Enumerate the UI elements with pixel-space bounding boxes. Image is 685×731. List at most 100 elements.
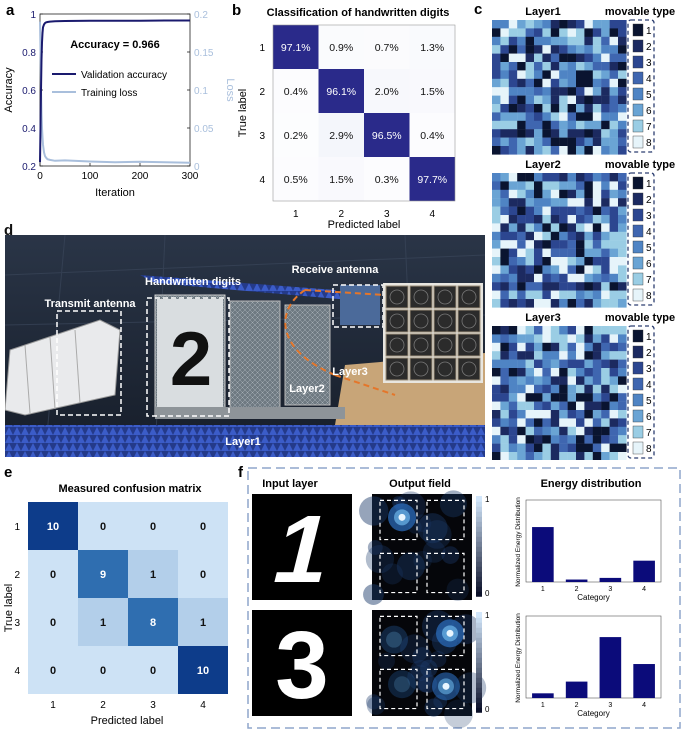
type-cell bbox=[592, 452, 602, 460]
type-cell bbox=[584, 129, 593, 138]
type-cell bbox=[601, 359, 610, 369]
type-cell bbox=[525, 359, 535, 369]
type-cell bbox=[584, 53, 593, 63]
type-cell bbox=[609, 129, 619, 138]
matrix-cell bbox=[178, 550, 228, 598]
type-cell bbox=[534, 36, 543, 46]
legend-swatch bbox=[632, 377, 644, 391]
type-cell bbox=[618, 189, 627, 199]
type-cell bbox=[601, 452, 610, 460]
type-cell bbox=[517, 401, 526, 411]
type-cell bbox=[567, 173, 577, 182]
type-cell bbox=[559, 53, 568, 63]
legend-swatch bbox=[632, 87, 644, 101]
panel-label-e: e bbox=[4, 464, 12, 481]
inset-tile bbox=[457, 333, 481, 357]
type-cell bbox=[550, 257, 560, 266]
type-cell bbox=[500, 129, 509, 138]
type-cell bbox=[567, 146, 577, 155]
type-cell bbox=[576, 443, 585, 453]
type-cell bbox=[567, 120, 577, 130]
legend-type-label: 8 bbox=[646, 291, 652, 302]
type-cell bbox=[550, 326, 560, 335]
type-cell bbox=[517, 120, 526, 130]
type-cell bbox=[492, 401, 501, 411]
type-cell bbox=[576, 435, 585, 444]
panel-a: a 0.2 0.4 0.6 0.8 1 0 0.05 0.1 0.15 0.2 0 100 200 3… bbox=[3, 2, 236, 199]
type-cell bbox=[592, 231, 602, 241]
type-cell bbox=[609, 376, 619, 385]
type-cell bbox=[567, 410, 577, 419]
type-cell bbox=[609, 342, 619, 352]
type-cell bbox=[500, 359, 509, 369]
type-cell bbox=[542, 181, 551, 190]
type-cell bbox=[601, 248, 610, 258]
type-cell bbox=[559, 104, 568, 113]
digit-two: 2 bbox=[170, 317, 212, 402]
matrix-cell bbox=[409, 113, 455, 157]
type-cell bbox=[517, 240, 526, 249]
legend-type-label: 8 bbox=[646, 444, 652, 455]
layer-frame-3 bbox=[284, 304, 331, 406]
type-cell bbox=[559, 334, 568, 343]
type-cell bbox=[592, 384, 602, 394]
type-cell bbox=[601, 198, 610, 207]
type-cell bbox=[542, 87, 551, 96]
type-cell bbox=[609, 368, 619, 377]
matrix-cell bbox=[78, 550, 128, 598]
y-tick-label: 1 bbox=[14, 522, 20, 533]
matrix-cell bbox=[178, 502, 228, 550]
colorbar-max: 1 bbox=[485, 495, 490, 504]
legend-box bbox=[627, 325, 655, 459]
x-axis-label: Iteration bbox=[95, 187, 135, 199]
colorbar-segment bbox=[476, 697, 482, 703]
field-noise bbox=[412, 647, 433, 668]
type-cell bbox=[584, 435, 593, 444]
type-cell bbox=[601, 384, 610, 394]
inset-tile-ring bbox=[413, 337, 429, 353]
type-cell bbox=[576, 53, 585, 63]
type-cell bbox=[542, 129, 551, 138]
type-cell bbox=[609, 173, 619, 182]
zoom-line-top bbox=[284, 289, 336, 376]
type-cell bbox=[601, 70, 610, 79]
type-cell bbox=[534, 70, 543, 79]
type-cell bbox=[618, 137, 627, 147]
receive-antenna-label: Receive antenna bbox=[292, 264, 380, 276]
type-cell bbox=[584, 265, 593, 274]
bar-tick-label: 1 bbox=[541, 702, 545, 709]
cell-value: 0 bbox=[200, 521, 206, 533]
legend-type-label: 5 bbox=[646, 90, 652, 101]
type-cell bbox=[618, 20, 627, 29]
inset-tile bbox=[385, 309, 409, 333]
type-cell bbox=[508, 181, 518, 190]
type-cell bbox=[542, 95, 551, 105]
type-cell bbox=[534, 443, 543, 453]
type-cell bbox=[492, 231, 501, 241]
type-cell bbox=[567, 104, 577, 113]
type-cell bbox=[508, 223, 518, 232]
colorbar-segment bbox=[476, 516, 482, 522]
type-cell bbox=[601, 326, 610, 335]
type-cell bbox=[609, 384, 619, 394]
type-cell bbox=[492, 282, 501, 291]
type-cell bbox=[567, 376, 577, 385]
type-cell bbox=[559, 95, 568, 105]
type-cell bbox=[618, 299, 627, 308]
legend-swatch bbox=[632, 23, 644, 37]
type-cell bbox=[576, 418, 585, 427]
type-cell bbox=[500, 62, 509, 71]
legend-label-validation: Validation accuracy bbox=[81, 70, 167, 81]
type-cell bbox=[576, 78, 585, 88]
detector-region bbox=[379, 552, 418, 594]
type-cell bbox=[567, 95, 577, 105]
colorbar-segment bbox=[476, 556, 482, 562]
type-cell bbox=[601, 112, 610, 121]
type-cell bbox=[508, 368, 518, 377]
type-cell bbox=[584, 146, 593, 155]
type-cell bbox=[550, 351, 560, 360]
type-cell bbox=[592, 299, 602, 308]
type-cell bbox=[592, 189, 602, 199]
colorbar-segment bbox=[476, 677, 482, 683]
type-cell bbox=[559, 181, 568, 190]
